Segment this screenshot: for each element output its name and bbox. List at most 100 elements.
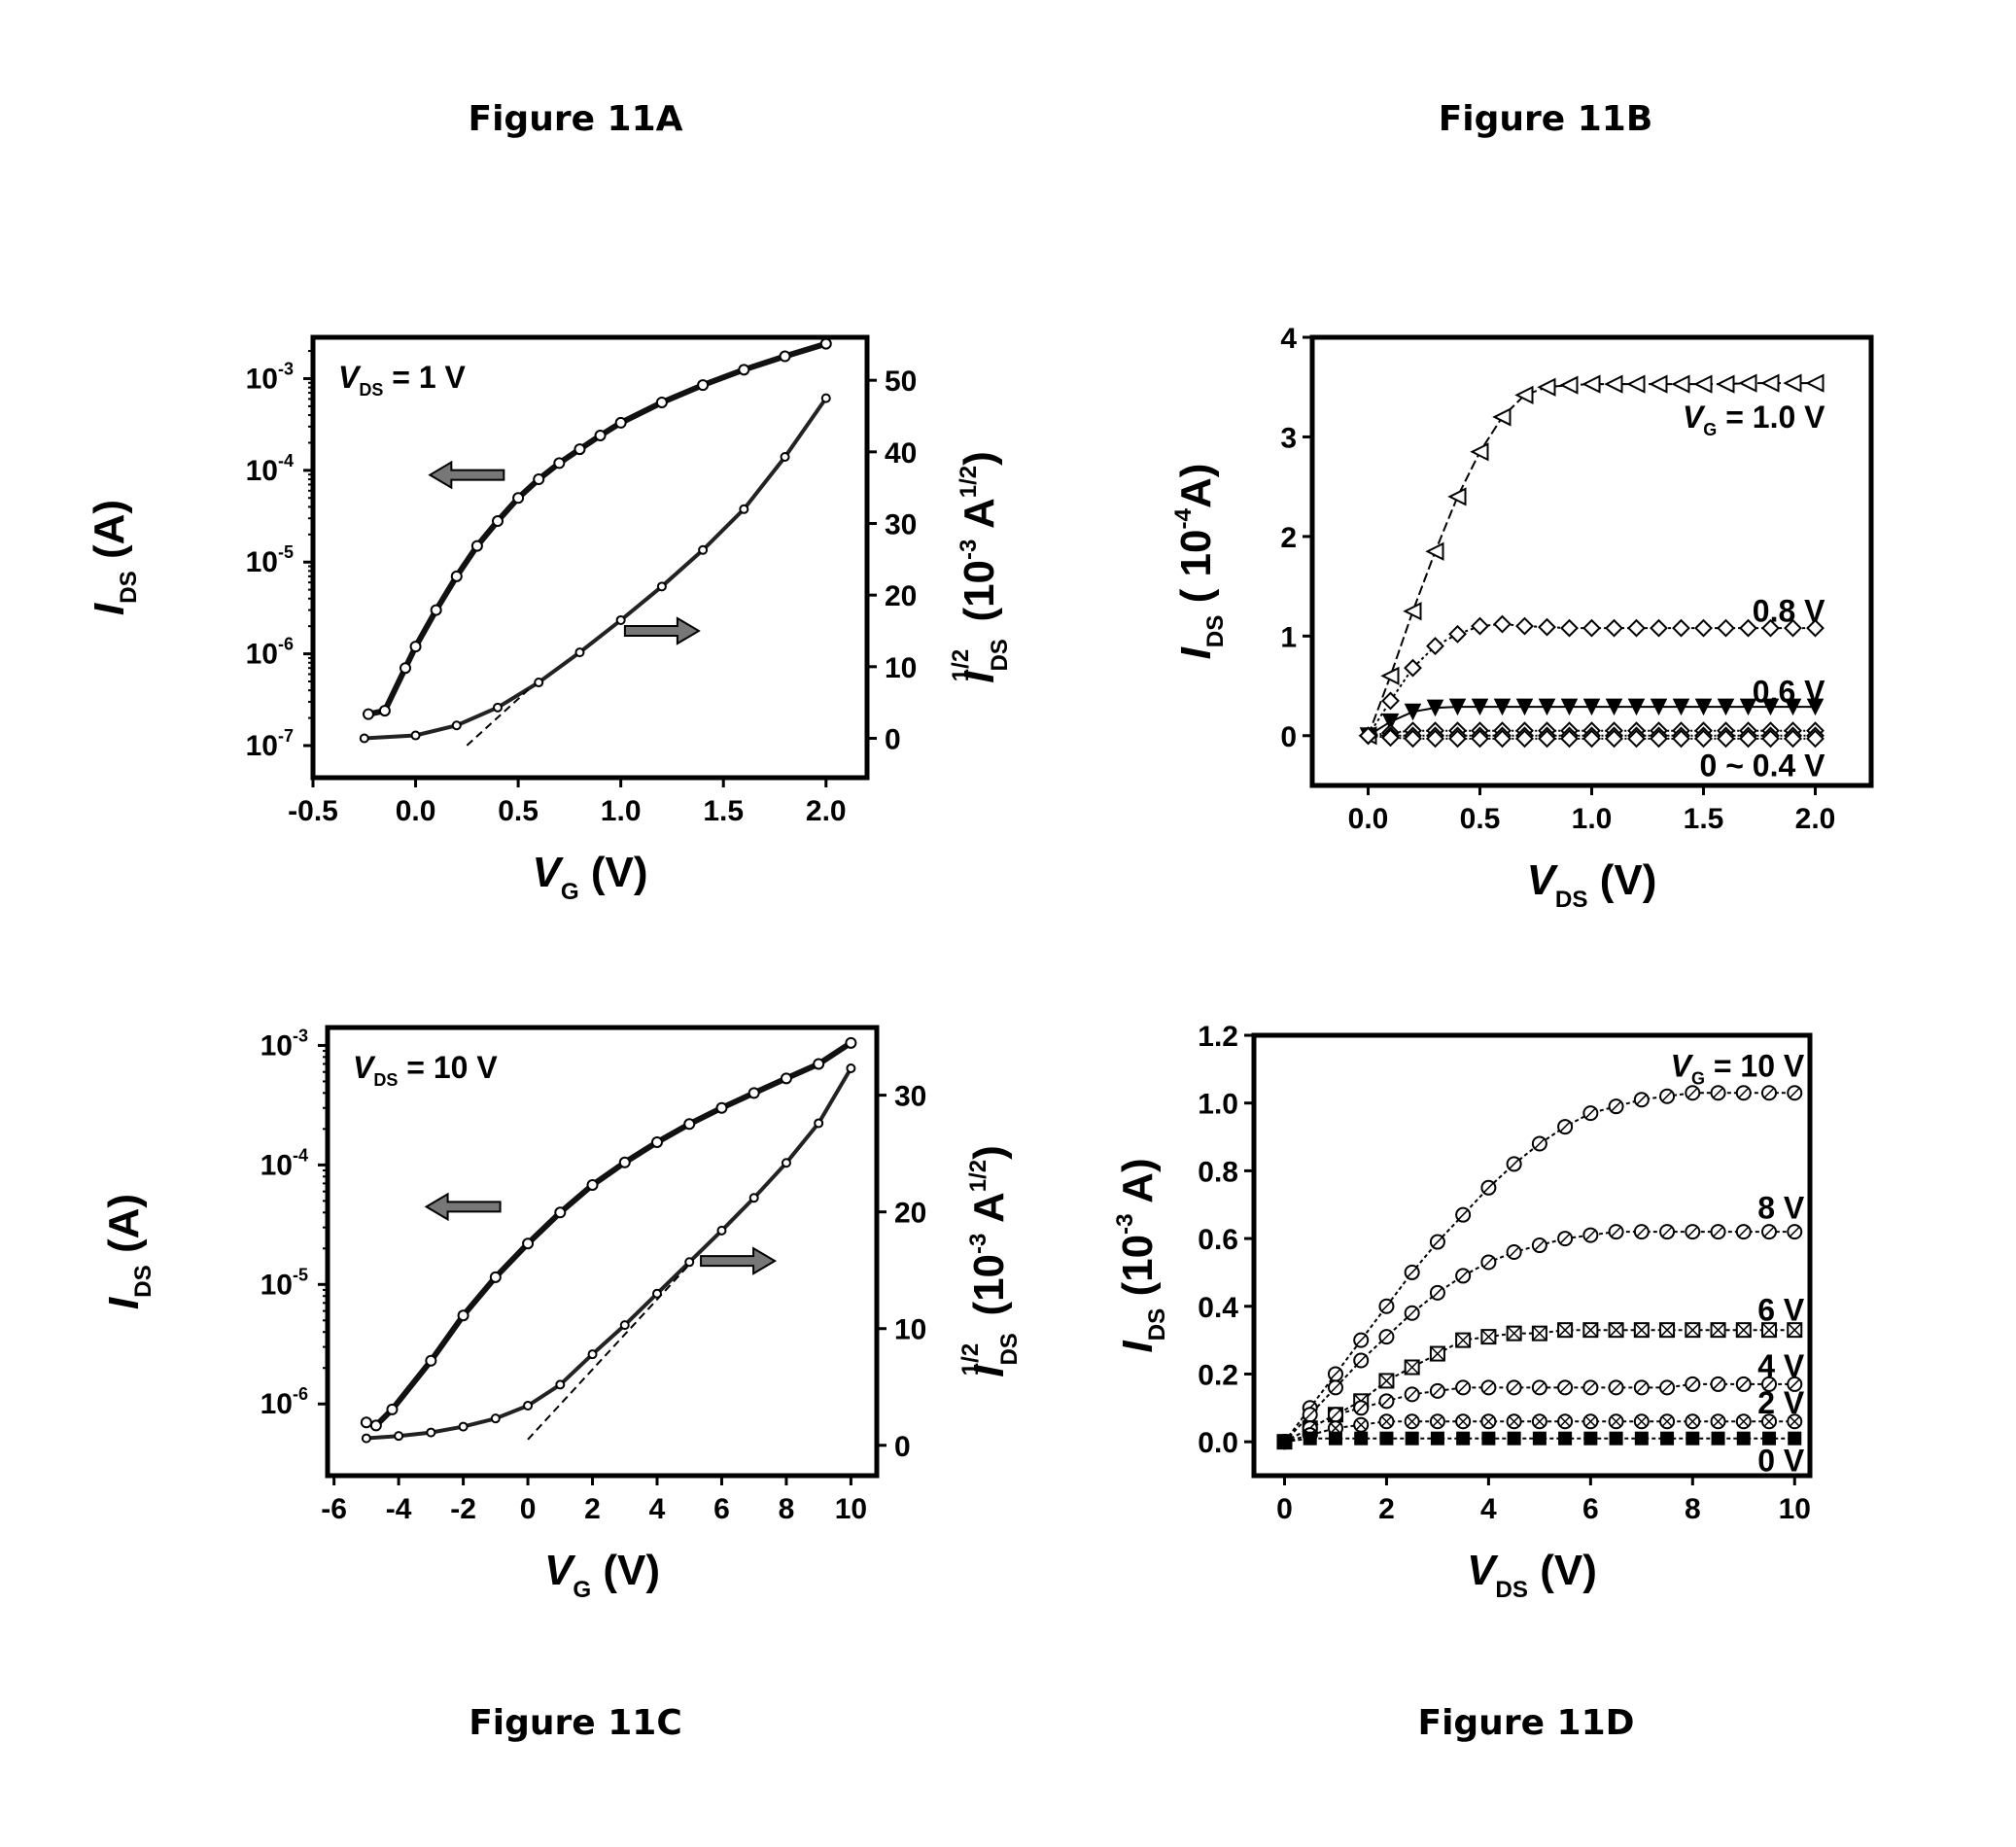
data-point-b-1 — [1605, 618, 1623, 638]
log-current-point-c — [554, 1206, 567, 1219]
data-point-d-3-slash — [1713, 1378, 1724, 1390]
x-tick-label-d: 8 — [1685, 1493, 1701, 1525]
x-tick-label-c: -6 — [321, 1493, 347, 1525]
data-point-d-0-slash — [1789, 1087, 1800, 1098]
data-point-b-1 — [1627, 618, 1646, 638]
sqrt-current-line-a — [364, 397, 828, 741]
x-axis-label-b: VDS (V) — [1527, 856, 1657, 913]
data-point-b-2 — [1717, 698, 1735, 716]
y2-tick-label-c: 30 — [894, 1081, 926, 1113]
log-current-point-c — [489, 1271, 502, 1283]
sqrt-current-point-c — [490, 1413, 501, 1424]
sqrt-current-point-a — [739, 504, 749, 514]
data-point-d-3-slash — [1407, 1388, 1418, 1400]
data-point-d-3-slash — [1534, 1381, 1546, 1393]
data-point-d-4-cross — [1713, 1415, 1724, 1427]
data-point-d-4-cross — [1559, 1415, 1571, 1427]
data-point-d-3-slash — [1559, 1381, 1571, 1393]
log-current-point-a — [553, 457, 566, 470]
data-point-d-3-slash — [1738, 1378, 1750, 1390]
y-tick-label-a: 10-5 — [246, 542, 294, 578]
data-point-d-4-cross — [1738, 1415, 1750, 1427]
x-tick-label-a: 2.0 — [806, 795, 847, 827]
series-label-b-2: 0.6 V — [1753, 675, 1825, 710]
x-tick-label-c: 4 — [649, 1493, 666, 1525]
data-point-d-5 — [1762, 1431, 1777, 1446]
data-point-b-5 — [1761, 729, 1780, 749]
y-axis-label-d: IDS (10-3 A) — [1112, 1158, 1170, 1352]
data-point-d-5 — [1660, 1431, 1675, 1446]
data-point-b-2 — [1739, 698, 1757, 716]
data-point-b-5 — [1694, 729, 1713, 749]
data-point-d-0-slash — [1559, 1121, 1571, 1133]
x-axis-label-c: VG (V) — [544, 1547, 660, 1603]
axis-arrow-left-icon — [428, 460, 505, 490]
data-point-d-5 — [1379, 1431, 1394, 1446]
data-point-d-2-cross — [1712, 1323, 1725, 1337]
sqrt-current-point-a — [410, 730, 421, 741]
sqrt-current-point-a — [615, 614, 626, 625]
data-point-b-1 — [1538, 617, 1556, 637]
data-point-b-0 — [1783, 373, 1802, 393]
data-point-d-5 — [1430, 1431, 1444, 1446]
data-point-d-2-cross — [1583, 1323, 1597, 1337]
x-axis-label-a: VG (V) — [532, 849, 647, 905]
data-point-b-2 — [1493, 698, 1512, 716]
y-axis-label-a: IDS (A) — [86, 500, 142, 615]
x-tick-label-d: 6 — [1582, 1493, 1599, 1525]
data-point-b-5 — [1784, 729, 1802, 749]
data-point-b-2 — [1806, 698, 1825, 716]
data-point-b-1 — [1404, 658, 1422, 678]
y-tick-label-c: 10-6 — [261, 1384, 308, 1420]
data-point-b-0 — [1425, 541, 1444, 561]
data-point-d-1-slash — [1534, 1239, 1546, 1251]
data-point-d-1-slash — [1686, 1226, 1698, 1237]
data-point-b-5 — [1359, 726, 1377, 746]
log-current-point-a — [697, 379, 710, 392]
data-point-b-1 — [1560, 618, 1579, 638]
data-point-b-2 — [1784, 698, 1802, 716]
y-axis-label-c: IDS (A) — [100, 1194, 156, 1309]
data-point-d-1-slash — [1559, 1233, 1571, 1244]
x-tick-label-a: 0.5 — [498, 795, 539, 827]
data-point-d-5 — [1481, 1431, 1496, 1446]
data-point-d-4-cross — [1789, 1415, 1800, 1427]
sqrt-current-point-c — [652, 1288, 662, 1299]
x-tick-label-d: 10 — [1779, 1493, 1811, 1525]
y2-axis-label-c: IDS1/2 (10-3 A1/2) — [957, 1145, 1023, 1377]
log-current-point-a — [470, 540, 483, 552]
plot-frame-a — [310, 334, 870, 781]
data-point-b-5 — [1515, 729, 1534, 749]
data-point-d-5 — [1711, 1431, 1725, 1446]
sqrt-current-point-c — [716, 1225, 727, 1236]
data-point-b-0 — [1537, 377, 1556, 397]
data-point-d-0-slash — [1611, 1100, 1622, 1112]
y-tick-label-c: 10-4 — [261, 1145, 308, 1181]
x-tick-label-b: 2.0 — [1795, 803, 1836, 835]
sqrt-current-point-a — [656, 581, 667, 592]
y-tick-label-d: 1.2 — [1198, 1021, 1238, 1053]
data-point-d-2-cross — [1762, 1323, 1776, 1337]
log-current-point-a — [409, 641, 422, 653]
data-point-d-3-slash — [1661, 1381, 1673, 1393]
data-point-d-0-slash — [1380, 1301, 1392, 1312]
data-point-b-2 — [1582, 698, 1601, 716]
data-point-d-2-cross — [1481, 1330, 1495, 1343]
data-point-d-2-cross — [1456, 1334, 1470, 1347]
data-point-d-5 — [1558, 1431, 1573, 1446]
data-point-d-1-slash — [1661, 1226, 1673, 1237]
data-point-b-5 — [1448, 729, 1467, 749]
sqrt-current-point-a — [493, 702, 503, 713]
data-point-b-5 — [1806, 729, 1825, 749]
sqrt-current-point-c — [748, 1193, 759, 1203]
data-point-d-3-slash — [1611, 1381, 1622, 1393]
linear-fit-line-a — [466, 688, 530, 747]
data-point-d-0-slash — [1686, 1087, 1698, 1098]
series-label-d-2: 6 V — [1757, 1292, 1805, 1327]
x-tick-label-a: -0.5 — [288, 795, 338, 827]
x-tick-label-d: 0 — [1276, 1493, 1293, 1525]
data-point-b-2 — [1471, 698, 1489, 716]
data-point-b-2 — [1448, 698, 1467, 716]
